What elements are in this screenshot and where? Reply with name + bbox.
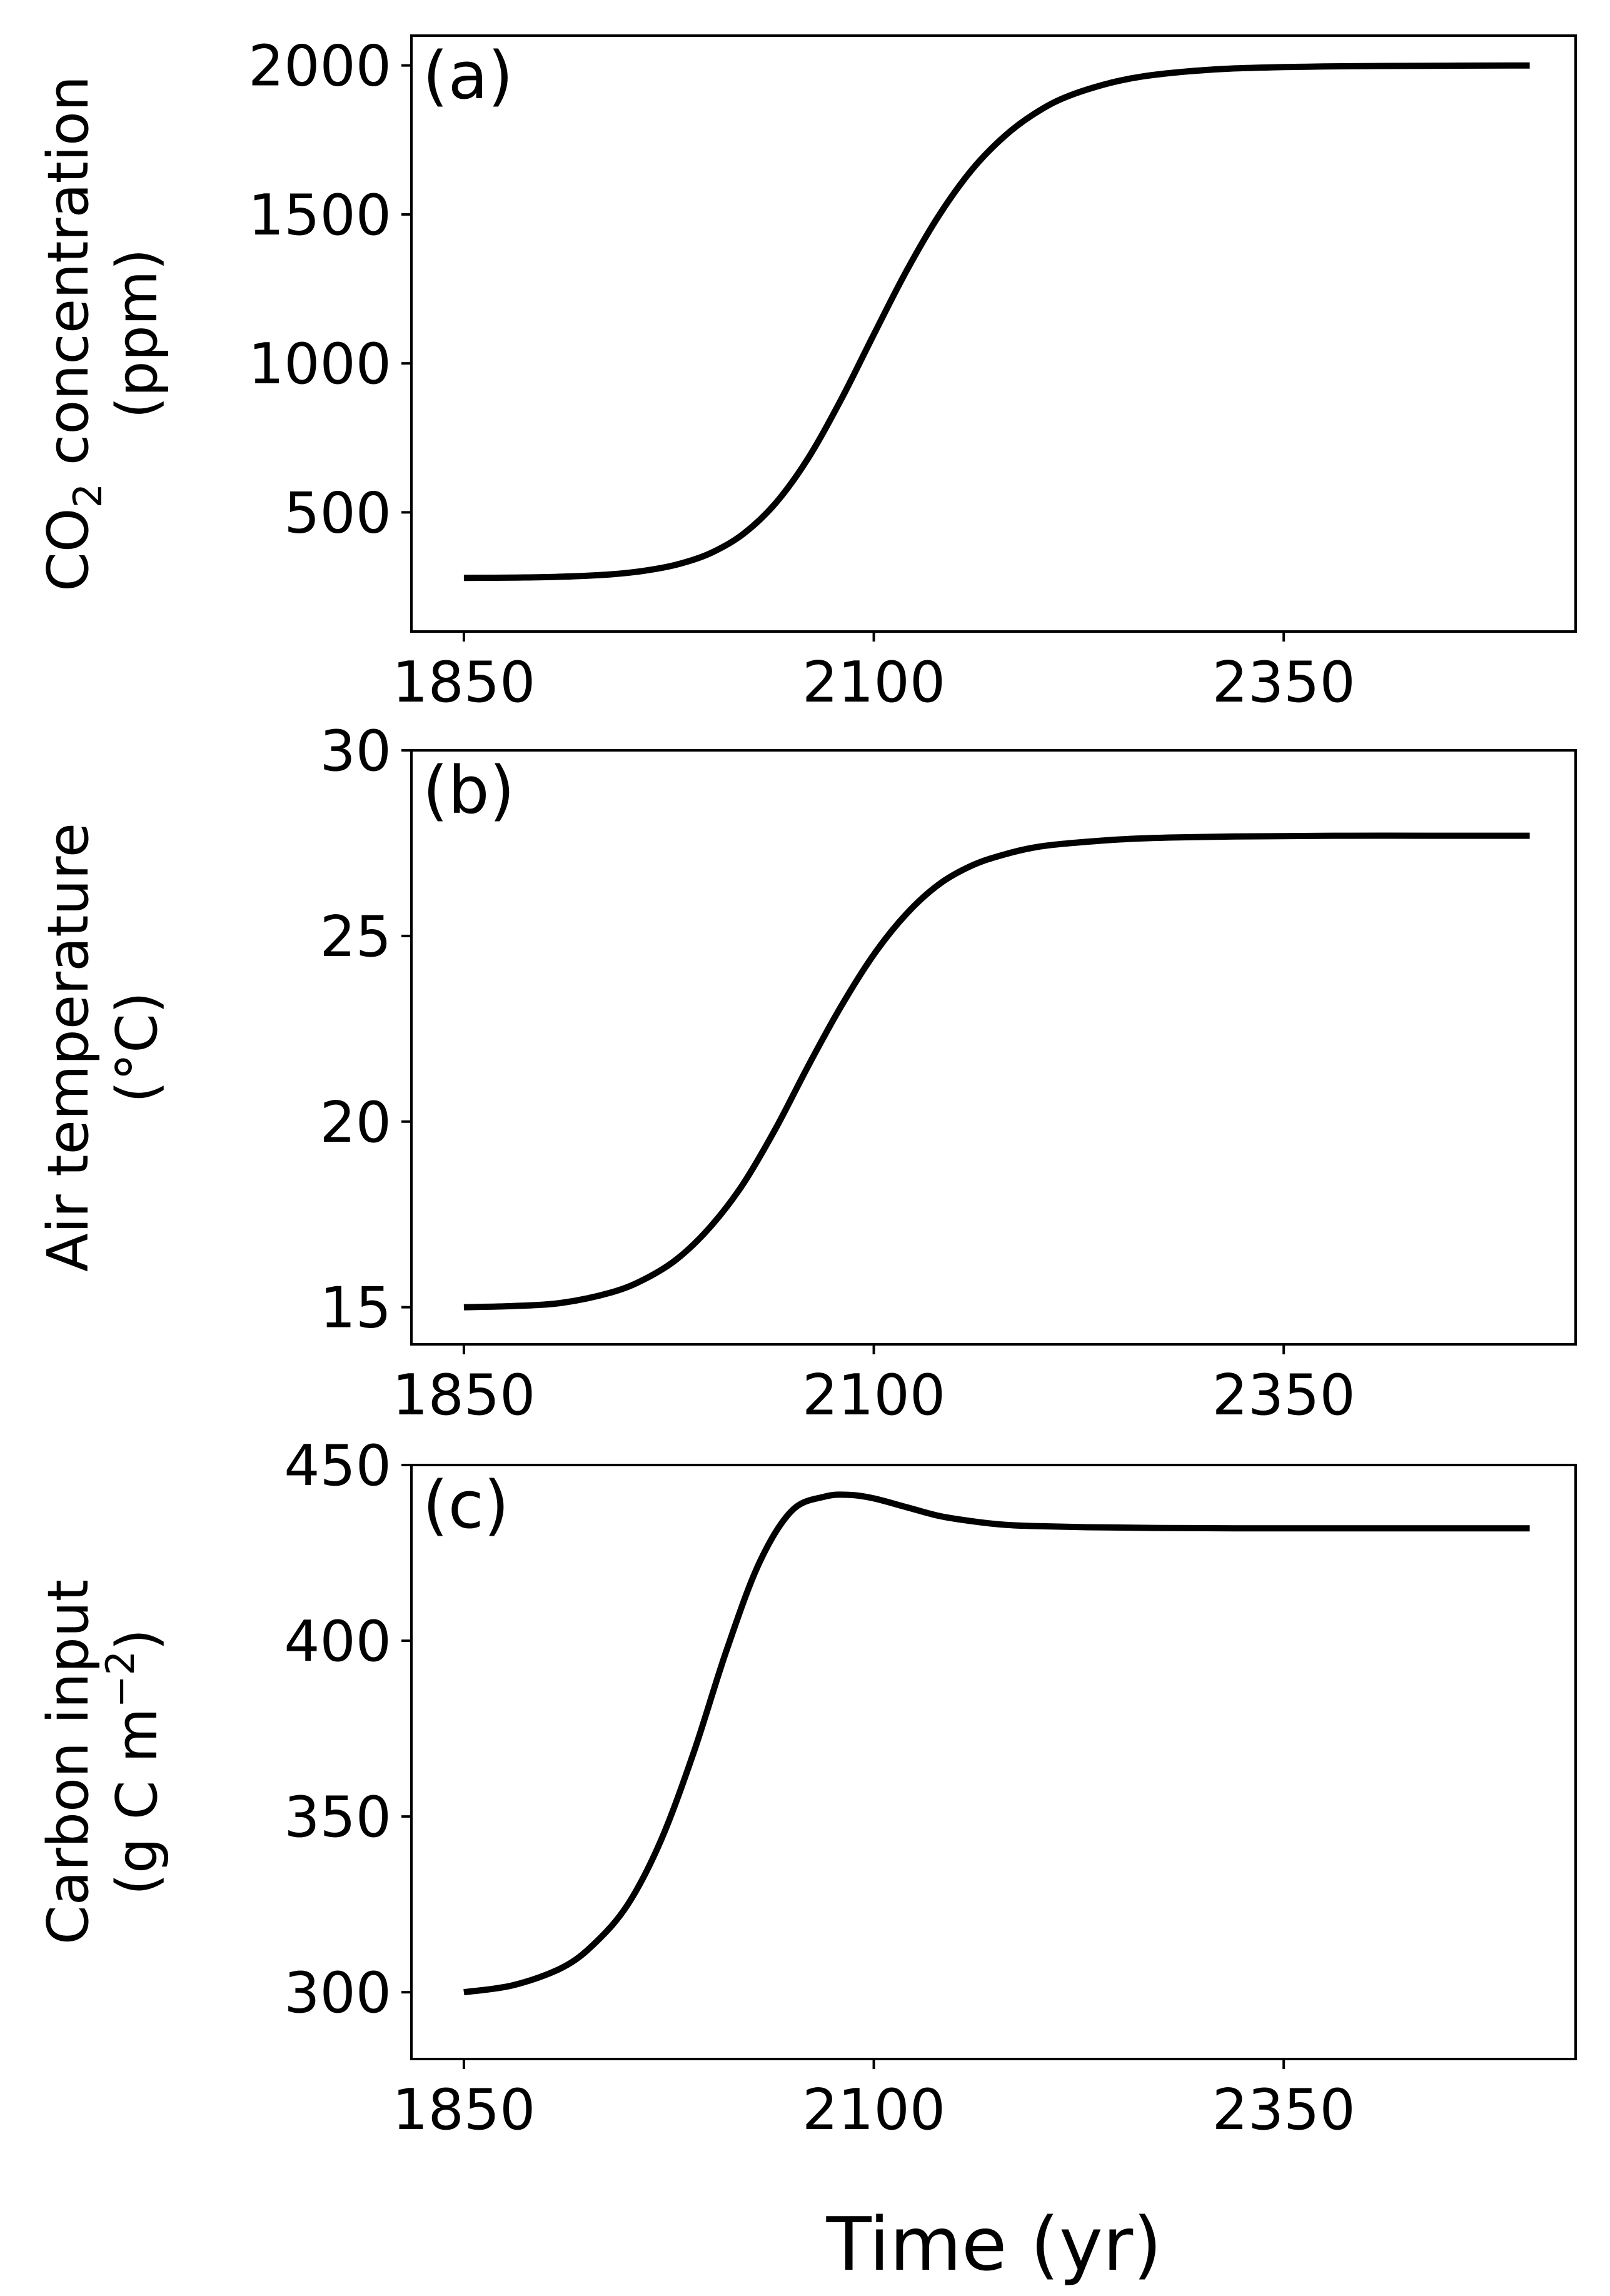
panel-b: 1850 2100 2350 15 20 25 30 (b) Air temperature(°… (36, 718, 1577, 1428)
y-axis-label: Air temperature(°C) (36, 823, 170, 1272)
y-axis-label-part: Air temperature (36, 823, 101, 1272)
x-tick-label: 2100 (802, 2077, 945, 2143)
y-tick-label: 300 (284, 1960, 391, 2026)
y-tick-label: 1500 (248, 183, 391, 248)
x-tick-label: 1850 (392, 650, 535, 715)
y-tick-label: 1000 (248, 331, 391, 397)
y-axis-label-part: Carbon input (36, 1579, 101, 1945)
y-axis-label-part: concentration (36, 76, 101, 483)
y-tick-label: 500 (284, 480, 391, 546)
plot-frame (410, 34, 1577, 633)
y-tick-label: 15 (319, 1276, 391, 1341)
panel-label: (b) (423, 752, 515, 828)
y-axis-label-part: ) (104, 1629, 170, 1651)
panel-label: (a) (423, 38, 513, 114)
y-axis-label-part: (g C m (104, 1708, 170, 1895)
y-axis-label-part: CO (36, 508, 101, 592)
y-axis-label-part: (°C) (104, 992, 170, 1103)
y-axis-label: CO2 concentration(ppm) (36, 76, 170, 592)
x-tick-label: 2100 (802, 650, 945, 715)
series-line (463, 832, 1530, 1311)
y-axis-label-part: 2 (65, 483, 111, 508)
x-tick-label: 2350 (1212, 650, 1356, 715)
y-axis-label-part: −2 (98, 1651, 143, 1708)
plot-frame (410, 749, 1577, 1346)
x-axis-title: Time (yr) (826, 2201, 1162, 2287)
series-line (463, 62, 1530, 582)
y-tick-label: 20 (319, 1090, 391, 1156)
y-axis-label: Carbon input(g C m−2) (36, 1579, 170, 1945)
y-tick-label: 400 (284, 1609, 391, 1674)
x-tick-label: 2350 (1212, 1362, 1356, 1428)
y-tick-label: 30 (319, 718, 391, 784)
x-tick-label: 2350 (1212, 2077, 1356, 2143)
series-line (463, 1491, 1530, 1996)
y-tick-label: 25 (319, 904, 391, 970)
x-tick-label: 1850 (392, 2077, 535, 2143)
y-tick-label: 350 (284, 1785, 391, 1850)
panel-c: 1850 2100 2350 300 350 400 450 (c) Carbon input(… (36, 1433, 1577, 2143)
panel-a: 1850 2100 2350 500 1000 1500 2000 (a) CO2 concen… (36, 34, 1577, 715)
panel-label: (c) (423, 1467, 509, 1543)
y-tick-label: 450 (284, 1433, 391, 1499)
y-axis-label-part: (ppm) (104, 248, 170, 418)
y-tick-label: 2000 (248, 34, 391, 99)
x-tick-label: 1850 (392, 1362, 535, 1428)
x-tick-label: 2100 (802, 1362, 945, 1428)
plot-frame (410, 1464, 1577, 2060)
